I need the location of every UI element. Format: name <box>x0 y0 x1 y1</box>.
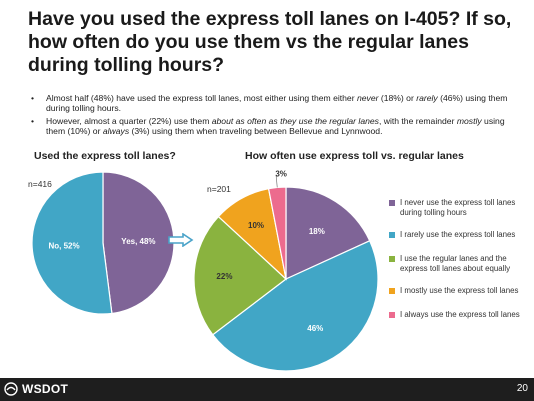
footer-bar: WSDOT 20 <box>0 378 534 401</box>
bullet-emphasis: always <box>102 126 130 137</box>
right-chart-title: How often use express toll vs. regular l… <box>245 150 464 162</box>
frequency-pie-slice-4 <box>267 186 287 280</box>
frequency-pie-slice-label-4: 3% <box>275 170 287 179</box>
legend-item-4: I always use the express toll lanes <box>389 310 534 320</box>
left-sample-size: n=416 <box>28 179 52 189</box>
bullet-emphasis: about as often as they use the regular l… <box>211 115 379 126</box>
bullet-text: (46%) using them during tolling hours. <box>46 93 508 114</box>
frequency-pie-slice-label-2: 22% <box>216 272 232 281</box>
used-pie-slice-label-1: No, 52% <box>48 241 79 250</box>
right-chart-legend: I never use the express toll lanes durin… <box>389 198 534 320</box>
legend-label-3: I mostly use the express toll lanes <box>400 286 519 295</box>
bullet-emphasis: rarely <box>416 93 438 103</box>
bullet-list: • Almost half (48%) have used the expres… <box>28 93 524 139</box>
frequency-pie-slice-2 <box>193 215 287 336</box>
left-chart-title: Used the express toll lanes? <box>34 150 176 162</box>
bullet-text: (3%) using them when traveling between B… <box>129 126 383 137</box>
slide-title: Have you used the express toll lanes on … <box>28 8 512 76</box>
bullet-item-1: • Almost half (48%) have used the expres… <box>28 93 524 114</box>
legend-item-2: I use the regular lanes and the express … <box>389 254 534 274</box>
legend-swatch-1 <box>389 232 395 238</box>
bullet-text: (18%) or <box>378 93 417 103</box>
page-number: 20 <box>516 383 528 394</box>
legend-item-1: I rarely use the express toll lanes <box>389 230 534 240</box>
wsdot-logo-icon <box>4 382 18 396</box>
frequency-pie-slice-0 <box>285 186 371 280</box>
frequency-pie-slice-label-0: 18% <box>309 227 325 236</box>
bullet-text: However, almost a quarter (22%) use them <box>46 115 212 126</box>
bullet-emphasis: never <box>356 93 379 103</box>
frequency-pie-leader-line-4 <box>275 175 278 188</box>
legend-item-3: I mostly use the express toll lanes <box>389 286 534 296</box>
legend-label-0: I never use the express toll lanes durin… <box>400 198 516 217</box>
bullet-emphasis: mostly <box>456 115 482 126</box>
bullet-item-2: • However, almost a quarter (22%) use th… <box>28 116 524 137</box>
frequency-pie-slice-label-3: 10% <box>248 221 264 230</box>
legend-swatch-2 <box>389 256 395 262</box>
bullet-text: , with the remainder <box>378 115 457 126</box>
used-pie-slice-label-0: Yes, 48% <box>121 237 155 246</box>
legend-swatch-3 <box>389 288 395 294</box>
right-sample-size: n=201 <box>207 184 231 194</box>
legend-label-4: I always use the express toll lanes <box>400 310 520 319</box>
wsdot-logo-text: WSDOT <box>22 382 69 396</box>
frequency-pie-slice-1 <box>211 239 379 372</box>
legend-label-2: I use the regular lanes and the express … <box>400 254 511 273</box>
legend-item-0: I never use the express toll lanes durin… <box>389 198 534 218</box>
bullet-dot: • <box>31 115 35 126</box>
bullet-text: using them (10%) or <box>46 115 505 137</box>
right-arrow-icon <box>168 233 194 247</box>
legend-swatch-0 <box>389 200 395 206</box>
frequency-pie-slice-label-1: 46% <box>307 324 323 333</box>
bullet-text: Almost half (48%) have used the express … <box>46 93 357 103</box>
legend-swatch-4 <box>389 312 395 318</box>
used-pie-slice-1 <box>31 171 113 315</box>
legend-label-1: I rarely use the express toll lanes <box>400 230 516 239</box>
bullet-dot: • <box>31 93 35 103</box>
